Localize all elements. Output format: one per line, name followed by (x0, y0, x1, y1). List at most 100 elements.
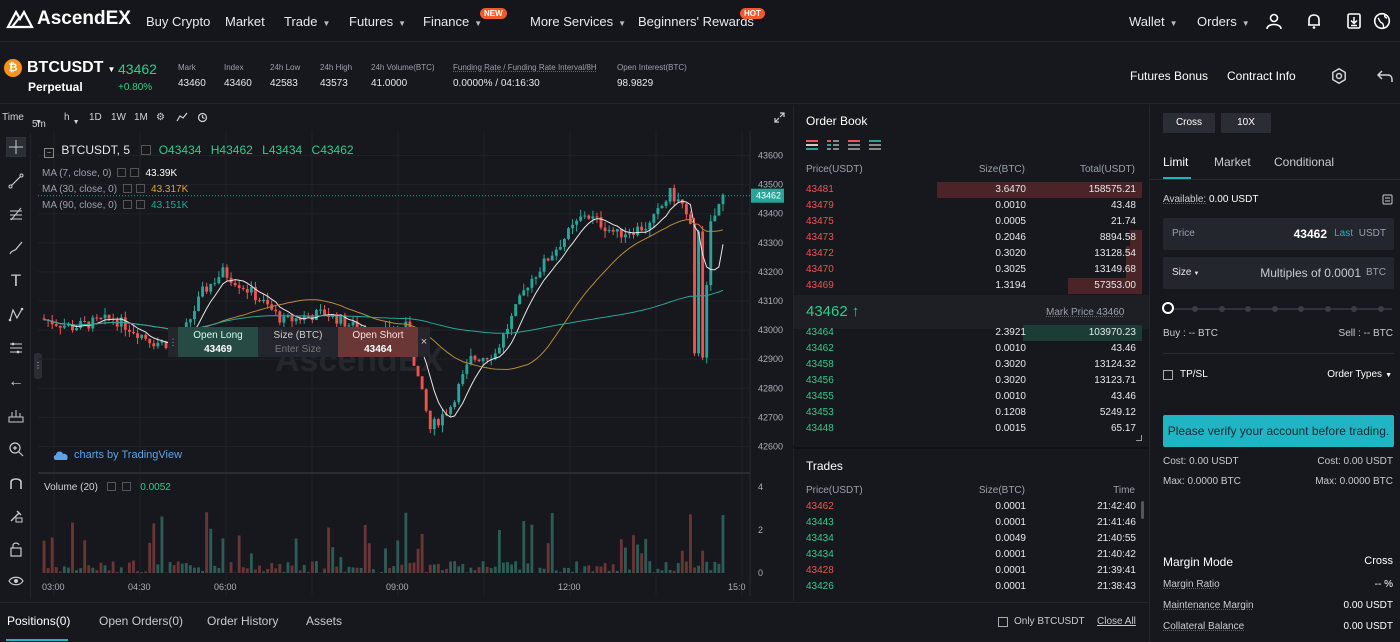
ask-row[interactable]: 43481 3.6470 158575.21 (794, 182, 1142, 198)
close-icon[interactable]: × (420, 336, 428, 348)
resize-icon[interactable] (1136, 435, 1142, 441)
tpsl-checkbox[interactable]: TP/SL (1163, 369, 1208, 380)
interval-1w[interactable]: 1W (111, 112, 126, 123)
globe-icon[interactable] (1372, 11, 1392, 31)
slider-step[interactable] (1351, 306, 1357, 312)
collapse-legend-icon[interactable]: − (44, 148, 54, 158)
slider-step[interactable] (1218, 306, 1225, 312)
nav-item-more-services[interactable]: More Services ▼ (530, 14, 626, 29)
wallet-menu[interactable]: Wallet ▼ (1129, 14, 1178, 29)
last-price-link[interactable]: Last (1334, 228, 1353, 239)
trades-scrollbar[interactable] (1141, 501, 1144, 519)
fullscreen-icon[interactable] (774, 112, 785, 126)
book-bids-only-icon[interactable] (869, 140, 881, 150)
verify-account-button[interactable]: Please verify your account before tradin… (1163, 415, 1394, 447)
volume-remove-icon[interactable] (122, 482, 132, 491)
bottom-tab-order-history[interactable]: Order History (207, 614, 279, 628)
contract-info-link[interactable]: Contract Info (1227, 69, 1296, 83)
margin-mode-button[interactable]: Cross (1163, 113, 1215, 133)
hour-interval-selector[interactable]: h ▼ (64, 112, 80, 126)
order-types-dropdown[interactable]: Order Types ▼ (1327, 369, 1392, 380)
bid-row[interactable]: 43458 0.3020 13124.32 (794, 357, 1142, 373)
ma-remove-icon[interactable] (136, 184, 146, 193)
ascendex-logo[interactable]: AscendEX (6, 8, 131, 30)
size-unit-selector[interactable]: Size ▼ (1172, 267, 1199, 278)
symbol-selector[interactable]: BTCUSDT ▼ (27, 59, 115, 77)
only-pair-checkbox[interactable]: Only BTCUSDT (998, 616, 1085, 627)
brush-icon[interactable] (6, 238, 26, 258)
leverage-button[interactable]: 10X (1221, 113, 1271, 133)
nav-item-trade[interactable]: Trade ▼ (284, 14, 330, 29)
replay-icon[interactable] (197, 112, 208, 126)
nav-item-futures[interactable]: Futures ▼ (349, 14, 406, 29)
open-short-button[interactable]: Open Short 43464 (338, 327, 418, 357)
toolbar-collapse-handle[interactable]: ⋮ (34, 353, 42, 379)
zoom-in-icon[interactable] (6, 439, 26, 459)
nav-item-finance[interactable]: Finance ▼ NEW (423, 8, 507, 29)
bottom-tab-open-orders-[interactable]: Open Orders(0) (99, 614, 184, 628)
transfer-icon[interactable] (1382, 194, 1393, 208)
text-tool-icon[interactable]: T (10, 271, 22, 290)
tab-conditional[interactable]: Conditional (1274, 155, 1335, 169)
indicators-icon[interactable] (176, 112, 188, 125)
slider-step[interactable] (1192, 306, 1198, 312)
book-asks-only-icon[interactable] (848, 140, 860, 150)
bottom-tab-assets[interactable]: Assets (306, 614, 343, 628)
ma-settings-icon[interactable] (123, 184, 133, 193)
trendline-icon[interactable] (6, 171, 26, 191)
lock-drawing-icon[interactable] (6, 506, 26, 526)
ask-row[interactable]: 43475 0.0005 21.74 (794, 214, 1142, 230)
price-input[interactable]: Price 43462 Last USDT (1163, 218, 1394, 250)
close-all-button[interactable]: Close All (1097, 616, 1136, 627)
futures-bonus-link[interactable]: Futures Bonus (1130, 69, 1209, 83)
size-slider-handle[interactable] (1162, 302, 1174, 314)
interval-1d[interactable]: 1D (89, 112, 102, 123)
chart-settings-icon[interactable]: ⚙ (156, 112, 165, 123)
book-bids-asks-icon[interactable] (827, 140, 839, 150)
tradingview-attribution[interactable]: charts by TradingView (52, 449, 182, 461)
bid-row[interactable]: 43456 0.3020 13123.71 (794, 373, 1142, 389)
ask-row[interactable]: 43473 0.2046 8894.58 (794, 230, 1142, 246)
unlock-icon[interactable] (6, 539, 26, 559)
size-slider-track[interactable] (1168, 308, 1392, 310)
bid-row[interactable]: 43455 0.0010 43.46 (794, 389, 1142, 405)
slider-step[interactable] (1298, 306, 1304, 312)
interval-1m[interactable]: 1M (134, 112, 148, 123)
download-icon[interactable] (1344, 11, 1364, 31)
bid-row[interactable]: 43462 0.0010 43.46 (794, 341, 1142, 357)
drag-handle-icon[interactable]: ⋮ (168, 337, 178, 347)
magnet-icon[interactable] (6, 473, 26, 493)
nav-item-beginners-rewards[interactable]: Beginners' Rewards HOT (638, 8, 765, 29)
bottom-tab-positions-[interactable]: Positions(0) (7, 614, 71, 628)
open-long-button[interactable]: Open Long 43469 (178, 327, 258, 357)
slider-step[interactable] (1324, 306, 1331, 312)
orders-menu[interactable]: Orders ▼ (1197, 14, 1250, 29)
ma-settings-icon[interactable] (123, 200, 133, 209)
ma-remove-icon[interactable] (130, 168, 140, 177)
undo-icon[interactable] (1376, 67, 1394, 88)
bell-icon[interactable] (1304, 11, 1324, 31)
measure-icon[interactable] (6, 338, 26, 358)
settings-icon[interactable] (1330, 67, 1348, 88)
fib-tool-icon[interactable] (6, 204, 26, 224)
nav-item-buy-crypto[interactable]: Buy Crypto (146, 14, 210, 29)
bid-row[interactable]: 43453 0.1208 5249.12 (794, 405, 1142, 421)
size-input[interactable]: Size (BTC) Enter Size (258, 327, 338, 357)
nav-item-market[interactable]: Market (225, 14, 265, 29)
pattern-icon[interactable] (6, 305, 26, 325)
ruler-icon[interactable] (6, 406, 26, 426)
ma-settings-icon[interactable] (117, 168, 127, 177)
ma-remove-icon[interactable] (136, 200, 146, 209)
tab-limit[interactable]: Limit (1163, 155, 1189, 169)
ask-row[interactable]: 43470 0.3025 13149.68 (794, 262, 1142, 278)
size-field[interactable]: Size ▼ Multiples of 0.0001 BTC (1163, 257, 1394, 289)
ask-row[interactable]: 43479 0.0010 43.48 (794, 198, 1142, 214)
slider-step[interactable] (1245, 306, 1251, 312)
slider-step[interactable] (1377, 306, 1384, 312)
bid-row[interactable]: 43464 2.3921 103970.23 (794, 325, 1142, 341)
legend-settings-icon[interactable] (141, 145, 152, 155)
eye-icon[interactable] (6, 571, 26, 591)
volume-settings-icon[interactable] (106, 482, 116, 491)
crosshair-icon[interactable] (6, 137, 26, 157)
slider-step[interactable] (1271, 306, 1278, 312)
